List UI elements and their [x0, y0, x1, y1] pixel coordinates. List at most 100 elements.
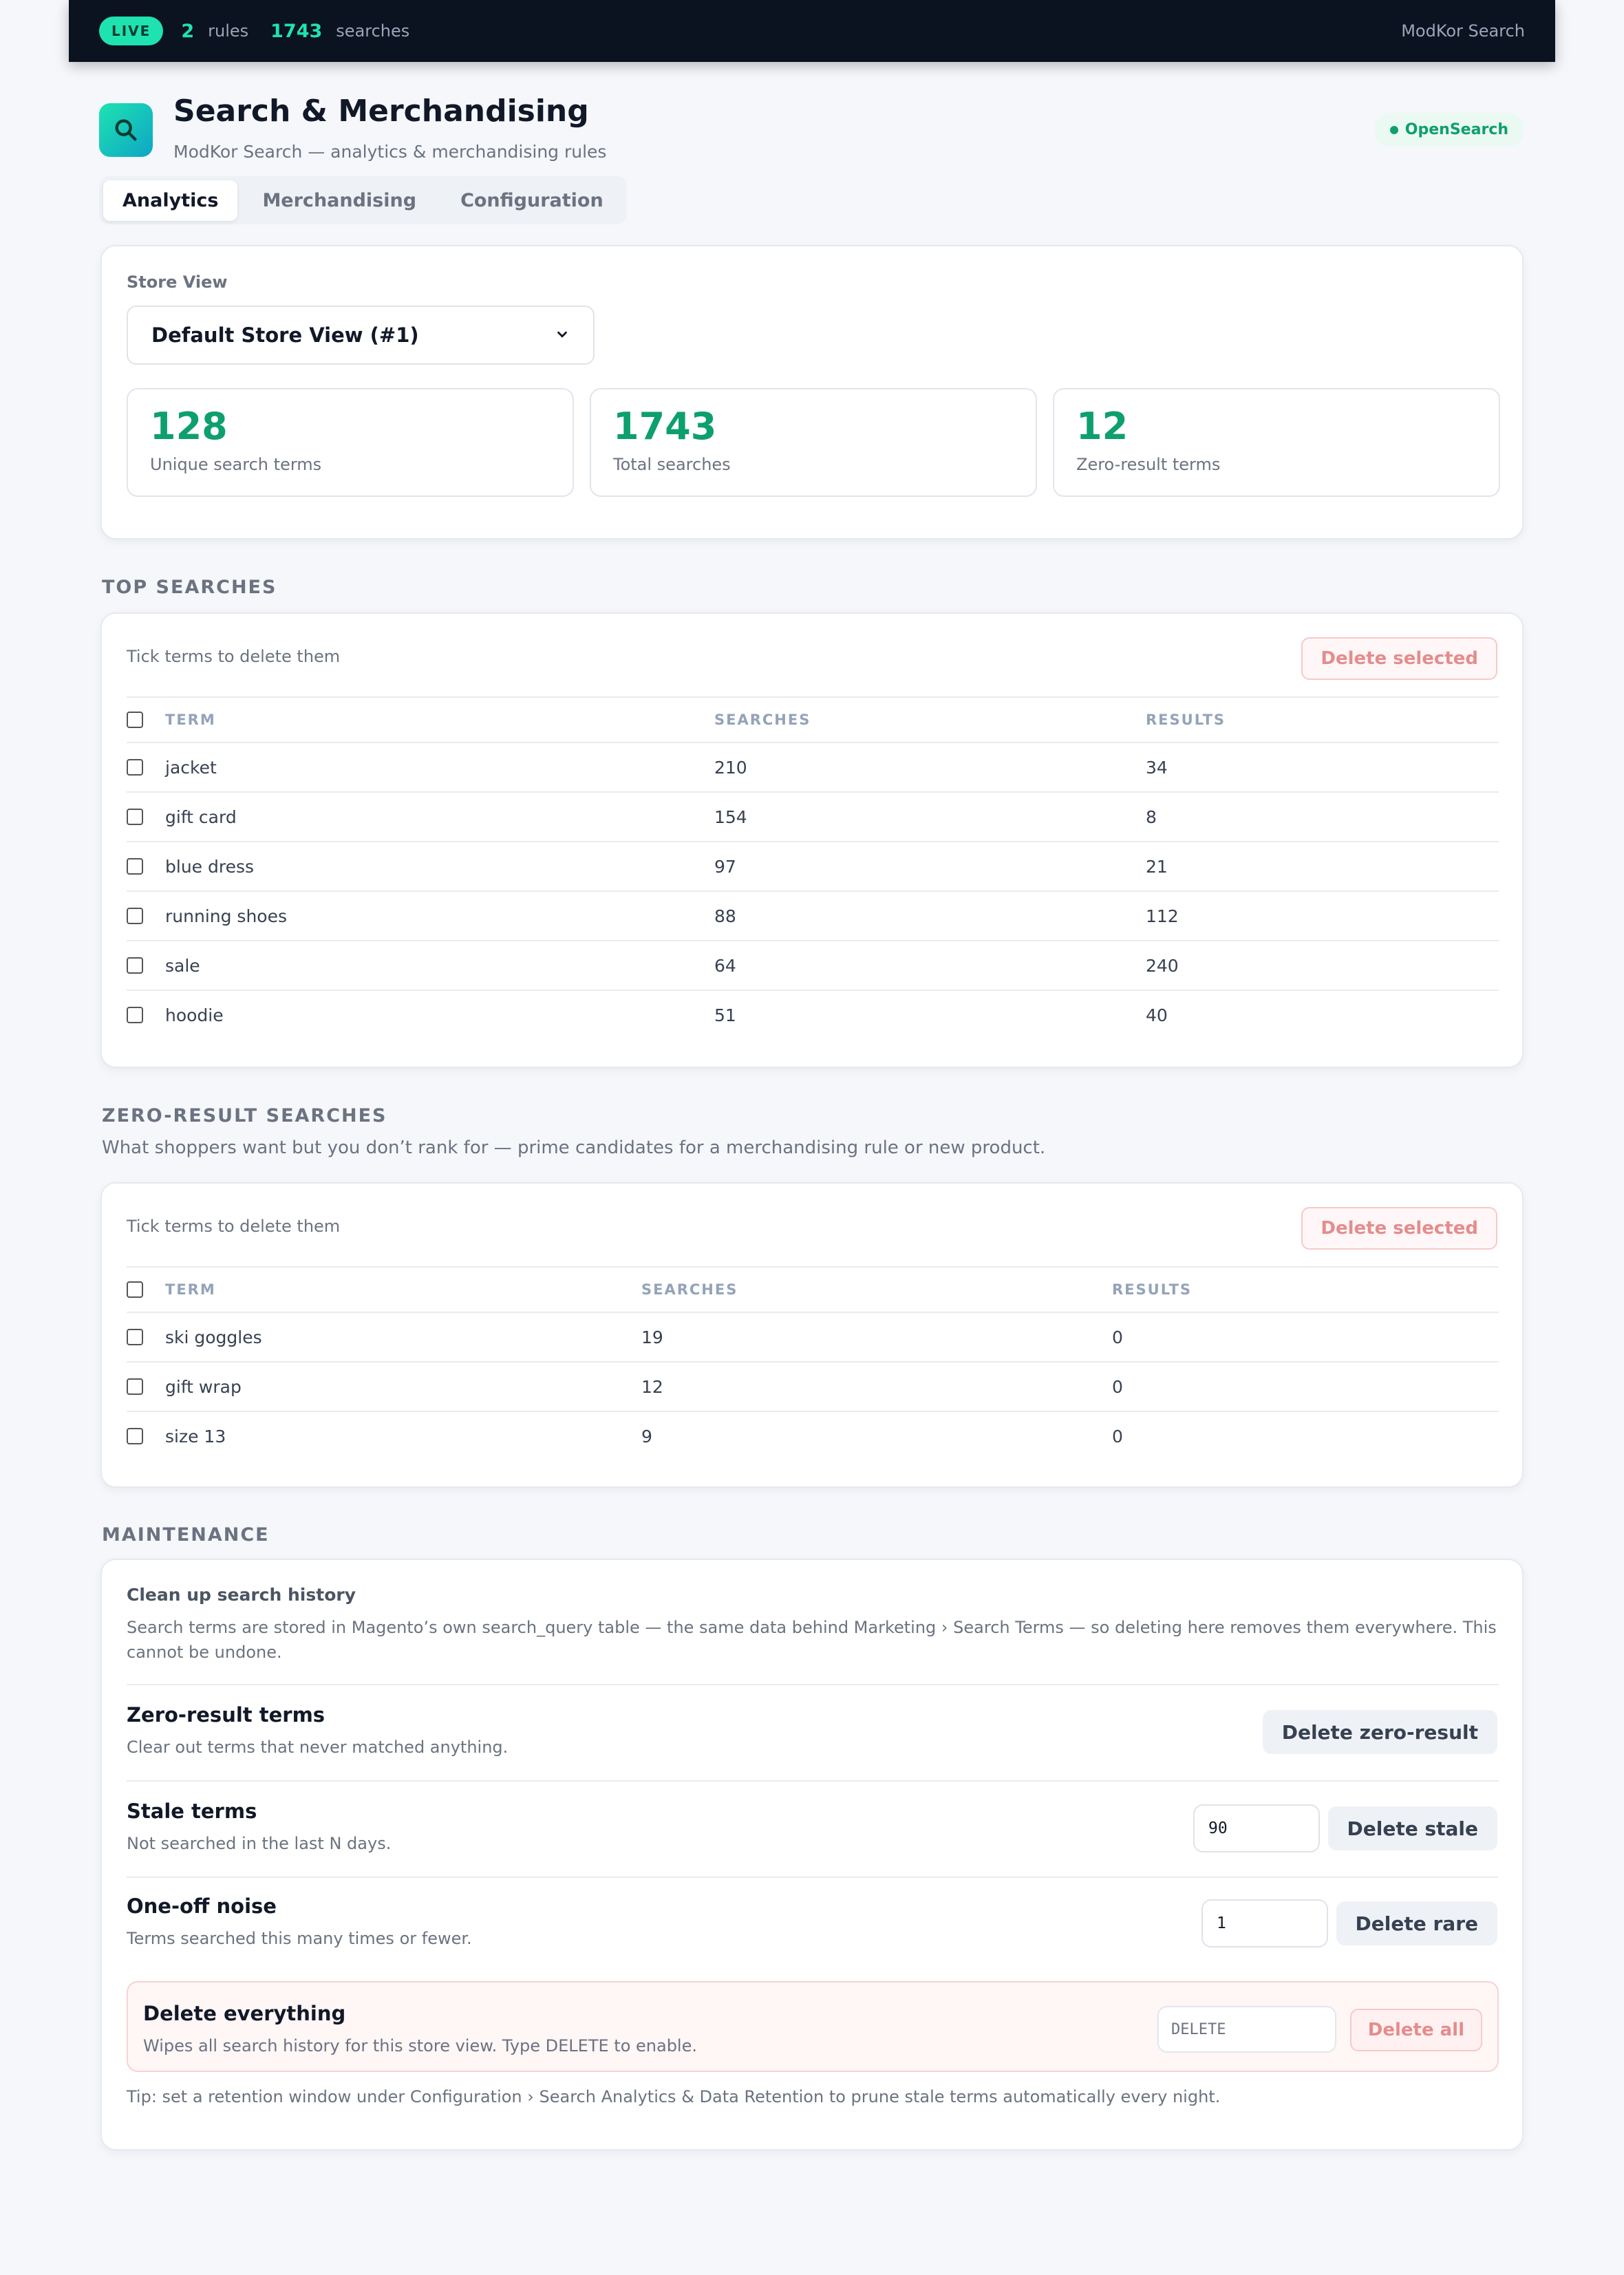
zero-results-table: TERM SEARCHES RESULTS ski goggles 19 0 g…: [127, 1266, 1499, 1460]
tab-analytics[interactable]: Analytics: [103, 180, 238, 221]
results-cell: 240: [1146, 955, 1179, 976]
delete-all-button[interactable]: Delete all: [1349, 2009, 1482, 2051]
searches-cell: 19: [641, 1327, 663, 1347]
delete-zero-result-button[interactable]: Delete zero-result: [1262, 1710, 1497, 1754]
select-all-checkbox[interactable]: [127, 712, 143, 728]
page-subtitle: ModKor Search — analytics & merchandisin…: [173, 142, 607, 162]
stat-value: 12: [1076, 405, 1129, 448]
engine-badge: OpenSearch: [1374, 113, 1524, 147]
stat-zero-result: 12 Zero-result terms: [1053, 388, 1500, 497]
stat-value: 128: [150, 405, 228, 448]
page-title: Search & Merchandising: [173, 94, 589, 129]
top-searches-card: Tick terms to delete them Delete selecte…: [100, 612, 1524, 1068]
term-cell: blue dress: [165, 856, 255, 877]
divider: [127, 1877, 1499, 1878]
row-checkbox[interactable]: [127, 1329, 143, 1345]
delete-confirm-input[interactable]: DELETE: [1157, 2006, 1336, 2053]
zero-results-card: Tick terms to delete them Delete selecte…: [100, 1182, 1524, 1488]
tab-configuration[interactable]: Configuration: [460, 189, 603, 211]
select-all-checkbox[interactable]: [127, 1281, 143, 1298]
searches-cell: 12: [641, 1376, 663, 1397]
searches-cell: 154: [714, 807, 747, 827]
delete-stale-button[interactable]: Delete stale: [1327, 1806, 1497, 1850]
stat-label: Unique search terms: [150, 455, 322, 474]
divider: [127, 1780, 1499, 1782]
delete-rare-button[interactable]: Delete rare: [1336, 1901, 1497, 1945]
cleanup-text: Search terms are stored in Magento’s own…: [127, 1618, 1497, 1662]
col-searches: SEARCHES: [714, 712, 811, 728]
top-searches-table: TERM SEARCHES RESULTS jacket 210 34 gift…: [127, 696, 1499, 1039]
col-results: RESULTS: [1146, 712, 1226, 728]
table-row: hoodie 51 40: [127, 990, 1499, 1039]
searches-label: searches: [336, 21, 410, 41]
table-row: gift card 154 8: [127, 791, 1499, 841]
results-cell: 0: [1112, 1426, 1123, 1446]
stale-days-input[interactable]: 90: [1193, 1804, 1320, 1852]
rare-threshold-input[interactable]: 1: [1201, 1899, 1328, 1947]
status-dot-icon: [1389, 125, 1398, 134]
table-row: running shoes 88 112: [127, 890, 1499, 940]
top-searches-heading: TOP SEARCHES: [102, 577, 277, 598]
tab-bar: Analytics Merchandising Configuration: [99, 176, 627, 224]
searches-cell: 64: [714, 955, 736, 976]
row-checkbox[interactable]: [127, 759, 143, 776]
table-header-row: TERM SEARCHES RESULTS: [127, 696, 1499, 742]
retention-tip: Tip: set a retention window under Config…: [127, 2087, 1221, 2106]
term-cell: gift card: [165, 807, 237, 827]
stat-unique-terms: 128 Unique search terms: [127, 388, 574, 497]
row-checkbox[interactable]: [127, 809, 143, 825]
row-checkbox[interactable]: [127, 858, 143, 875]
results-cell: 21: [1146, 856, 1168, 877]
stat-value: 1743: [613, 405, 717, 448]
table-row: gift wrap 12 0: [127, 1361, 1499, 1411]
table-row: size 13 9 0: [127, 1411, 1499, 1460]
col-term: TERM: [165, 1281, 216, 1298]
row-checkbox[interactable]: [127, 1378, 143, 1395]
delete-selected-button[interactable]: Delete selected: [1301, 1207, 1497, 1250]
results-cell: 112: [1146, 906, 1179, 926]
searches-cell: 9: [641, 1426, 652, 1446]
store-view-label: Store View: [127, 273, 228, 292]
row-checkbox[interactable]: [127, 1007, 143, 1023]
page-header: Search & Merchandising ModKor Search — a…: [99, 94, 1524, 169]
row-checkbox[interactable]: [127, 1428, 143, 1444]
maintenance-card: Clean up search history Search terms are…: [100, 1559, 1524, 2150]
rules-count: 2: [181, 20, 195, 42]
zero-results-heading: ZERO-RESULT SEARCHES: [102, 1105, 387, 1126]
searches-cell: 88: [714, 906, 736, 926]
live-badge: LIVE: [99, 17, 164, 45]
zero-result-terms-title: Zero-result terms: [127, 1703, 325, 1727]
searches-cell: 51: [714, 1005, 736, 1025]
results-cell: 8: [1146, 807, 1157, 827]
zero-result-terms-desc: Clear out terms that never matched anyth…: [127, 1738, 509, 1757]
tick-hint: Tick terms to delete them: [127, 1217, 341, 1236]
searches-count: 1743: [270, 20, 323, 42]
search-magnifier-icon: [99, 103, 153, 157]
rules-label: rules: [208, 21, 249, 41]
engine-label: OpenSearch: [1404, 121, 1508, 138]
row-checkbox[interactable]: [127, 957, 143, 974]
tab-merchandising[interactable]: Merchandising: [262, 189, 417, 211]
delete-selected-button[interactable]: Delete selected: [1301, 637, 1497, 680]
term-cell: ski goggles: [165, 1327, 262, 1347]
store-view-select[interactable]: Default Store View (#1): [127, 306, 595, 365]
stat-total-searches: 1743 Total searches: [590, 388, 1037, 497]
table-header-row: TERM SEARCHES RESULTS: [127, 1266, 1499, 1312]
row-checkbox[interactable]: [127, 908, 143, 924]
term-cell: sale: [165, 955, 200, 976]
stat-label: Total searches: [613, 455, 731, 474]
col-searches: SEARCHES: [641, 1281, 738, 1298]
results-cell: 40: [1146, 1005, 1168, 1025]
danger-zone: Delete everything Wipes all search histo…: [127, 1981, 1499, 2072]
table-row: ski goggles 19 0: [127, 1312, 1499, 1361]
chevron-down-icon: [555, 323, 570, 347]
searches-cell: 210: [714, 757, 747, 778]
maintenance-heading: MAINTENANCE: [102, 1524, 270, 1546]
term-cell: size 13: [165, 1426, 226, 1446]
results-cell: 0: [1112, 1376, 1123, 1397]
table-row: jacket 210 34: [127, 742, 1499, 791]
col-results: RESULTS: [1112, 1281, 1193, 1298]
results-cell: 0: [1112, 1327, 1123, 1347]
term-cell: hoodie: [165, 1005, 224, 1025]
stat-label: Zero-result terms: [1076, 455, 1221, 474]
